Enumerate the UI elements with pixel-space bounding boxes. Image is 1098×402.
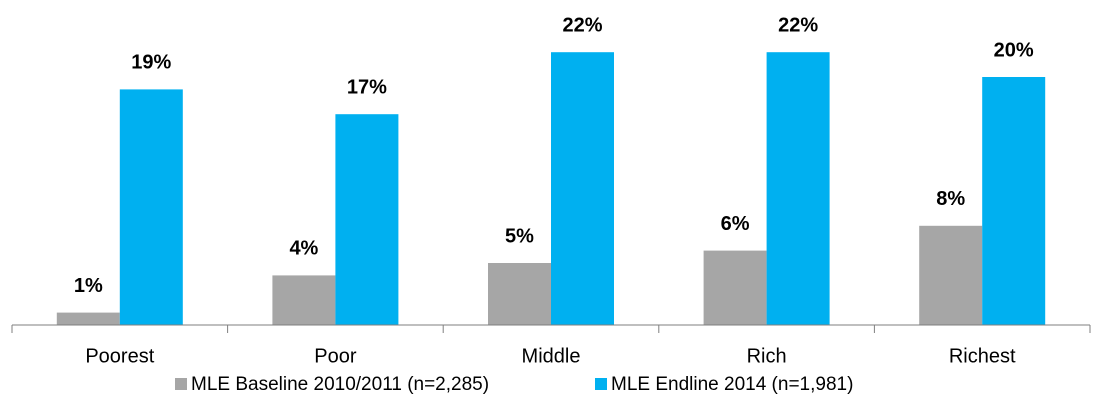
x-tick-label: Rich bbox=[747, 345, 787, 367]
x-tick-label: Middle bbox=[522, 345, 581, 367]
bar bbox=[703, 250, 767, 325]
data-label: 5% bbox=[505, 225, 534, 247]
data-label: 22% bbox=[778, 14, 818, 36]
bar bbox=[119, 89, 183, 326]
legend-swatch bbox=[595, 378, 607, 390]
bar bbox=[919, 225, 983, 325]
data-label: 17% bbox=[347, 76, 387, 98]
x-tick-label: Poorest bbox=[85, 345, 154, 367]
legend-label: MLE Baseline 2010/2011 (n=2,285) bbox=[191, 374, 489, 395]
data-label: 22% bbox=[562, 14, 602, 36]
x-tick-label: Richest bbox=[949, 345, 1016, 367]
data-label: 20% bbox=[994, 39, 1034, 61]
data-label: 1% bbox=[74, 275, 103, 297]
bar bbox=[551, 52, 614, 325]
data-label: 19% bbox=[131, 52, 171, 74]
bar bbox=[766, 52, 830, 325]
data-label: 4% bbox=[289, 238, 318, 260]
x-tick-label: Poor bbox=[314, 345, 357, 367]
bar bbox=[335, 114, 399, 325]
legend-swatch bbox=[175, 378, 187, 390]
data-label: 8% bbox=[936, 188, 965, 210]
data-label: 6% bbox=[721, 213, 750, 235]
bar bbox=[56, 312, 120, 325]
bar bbox=[272, 275, 336, 325]
bar bbox=[982, 77, 1046, 325]
legend-label: MLE Endline 2014 (n=1,981) bbox=[611, 374, 853, 395]
bar bbox=[488, 263, 551, 325]
